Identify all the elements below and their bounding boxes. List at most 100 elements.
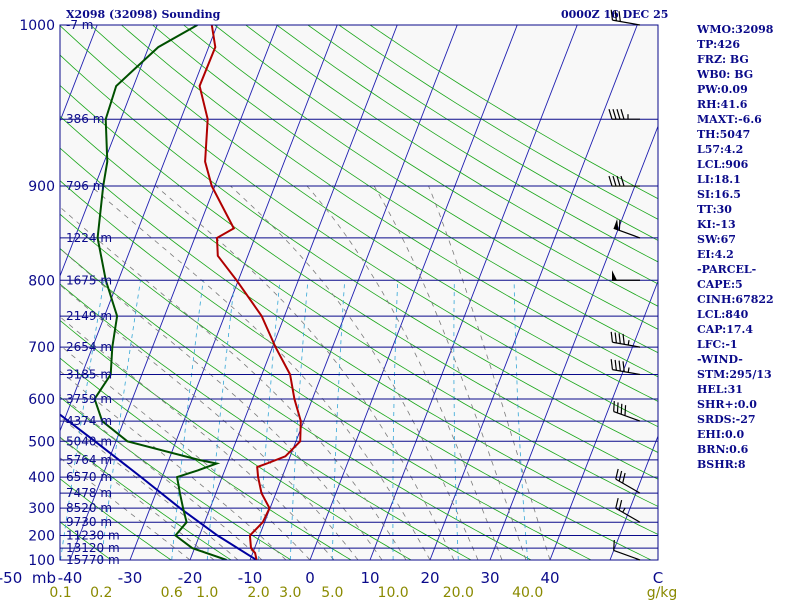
isotherm-line xyxy=(69,25,278,560)
mixing-ratio-tick-label: 10.0 xyxy=(378,585,409,600)
temperature-tick-label: 20 xyxy=(420,569,439,587)
index-item: FRZ: BG xyxy=(697,53,749,66)
chart-grid xyxy=(60,25,658,560)
index-item: TH:5047 xyxy=(697,128,751,141)
sounding-profiles xyxy=(60,25,302,560)
wind-barb-flag xyxy=(618,333,621,344)
wind-barb-flag xyxy=(620,109,625,120)
wind-barb-staff xyxy=(612,369,641,376)
temperature-tick-label: 10 xyxy=(360,569,379,587)
height-label: 8520 m xyxy=(66,501,112,515)
wind-barb-flag xyxy=(618,11,621,22)
height-label: 1224 m xyxy=(66,231,112,245)
isotherm-line xyxy=(429,25,638,560)
wind-barb-flag xyxy=(610,9,614,21)
index-item: CINH:67822 xyxy=(697,293,774,306)
index-item: WB0: BG xyxy=(697,68,754,81)
wind-barb-pennant xyxy=(612,270,617,281)
height-label: 13120 m xyxy=(66,541,120,555)
isotherm-line xyxy=(60,25,98,123)
wind-barb-pennant xyxy=(613,218,619,231)
wind-barb-flag xyxy=(608,109,613,120)
pressure-tick-label: 100 xyxy=(28,553,55,569)
wind-barb-flag xyxy=(610,359,614,370)
mixing-ratio-tick-label: 2.0 xyxy=(247,585,269,600)
index-item: SI:16.5 xyxy=(697,188,741,201)
wind-barb xyxy=(613,218,641,239)
index-item: STM:295/13 xyxy=(697,368,772,381)
height-label: 4374 m xyxy=(66,414,112,428)
wind-barb-flag xyxy=(614,332,617,344)
wind-barb-staff xyxy=(613,549,641,561)
wind-barb xyxy=(612,270,640,281)
wind-barb-flag xyxy=(612,175,617,187)
chart-title: X2098 (32098) Sounding xyxy=(66,8,221,21)
isotherm-line xyxy=(609,434,658,560)
height-label: 6570 m xyxy=(66,470,112,484)
wind-barb-flag xyxy=(622,472,626,484)
index-item: SRDS:-27 xyxy=(697,413,756,426)
index-item: HEL:31 xyxy=(697,383,743,396)
mixing-ratio-tick-label: 40.0 xyxy=(512,585,543,600)
wind-barb xyxy=(610,331,641,348)
pressure-tick-label: 400 xyxy=(28,470,55,486)
wind-barb-half-flag xyxy=(627,339,630,346)
wind-barb-flag xyxy=(618,470,623,482)
temperature-tick-label: -10 xyxy=(238,569,263,587)
wind-barb-flag xyxy=(614,10,617,21)
dewpoint-line xyxy=(93,25,227,560)
mixing-ratio-tick-label: 0.2 xyxy=(90,585,112,600)
height-label: 2654 m xyxy=(66,340,112,354)
wind-barb-flag xyxy=(612,109,617,120)
isotherm-line xyxy=(249,25,458,560)
height-label: 9730 m xyxy=(66,515,112,529)
wind-barb-flag xyxy=(613,539,615,551)
index-item: LI:18.1 xyxy=(697,173,741,186)
mixing-ratio-tick-label: 5.0 xyxy=(321,585,343,600)
index-item: SHR+:0.0 xyxy=(697,398,757,411)
height-label: -7 m xyxy=(66,18,93,32)
moist-adiabat-line xyxy=(373,185,527,560)
index-item: TT:30 xyxy=(697,203,732,216)
index-item: LFC:-1 xyxy=(697,338,738,351)
temperature-tick-label: mb xyxy=(32,569,56,587)
pressure-tick-label: 700 xyxy=(28,340,55,356)
mixing-ratio-line xyxy=(331,280,346,560)
temperature-tick-label: 30 xyxy=(480,569,499,587)
isotherm-line xyxy=(369,25,578,560)
height-label: 386 m xyxy=(66,112,104,126)
wind-barb-half-flag xyxy=(627,367,630,373)
height-label: 5764 m xyxy=(66,453,112,467)
isotherm-line xyxy=(129,25,338,560)
index-item: -PARCEL- xyxy=(697,263,757,276)
pressure-tick-label: 800 xyxy=(28,273,55,289)
height-label: 796 m xyxy=(66,179,104,193)
stability-index-list: WMO:32098 TP:426 FRZ: BG WB0: BG PW:0.09 RH:4… xyxy=(697,22,774,472)
wind-barb xyxy=(610,359,641,376)
wind-barb-flag xyxy=(618,360,621,372)
height-label: 11230 m xyxy=(66,529,120,543)
index-item: WMO:32098 xyxy=(697,23,774,36)
index-item: BRN:0.6 xyxy=(697,443,749,456)
mixing-ratio-line xyxy=(453,280,459,560)
height-label: 3185 m xyxy=(66,367,112,381)
index-item: -WIND- xyxy=(697,353,743,366)
wind-barb-half-flag xyxy=(622,507,626,513)
wind-barb-flag xyxy=(620,403,623,415)
index-item: EHI:0.0 xyxy=(697,428,745,441)
index-item: CAPE:5 xyxy=(697,278,743,291)
isotherm-line xyxy=(549,279,658,560)
pressure-tick-label: 900 xyxy=(28,179,55,195)
wind-barb xyxy=(608,175,640,187)
wind-barb-staff xyxy=(612,341,641,348)
pressure-tick-label: 500 xyxy=(28,434,55,450)
wind-barb-flag xyxy=(622,361,625,372)
height-label: 15770 m xyxy=(66,553,120,567)
wind-barb-flag xyxy=(620,175,625,187)
mixing-ratio-tick-label: 3.0 xyxy=(279,585,301,600)
moist-adiabat-line xyxy=(60,457,191,560)
wind-barb-staff xyxy=(613,410,641,422)
mixing-ratio-line xyxy=(392,280,399,560)
pressure-tick-label: 600 xyxy=(28,392,55,408)
